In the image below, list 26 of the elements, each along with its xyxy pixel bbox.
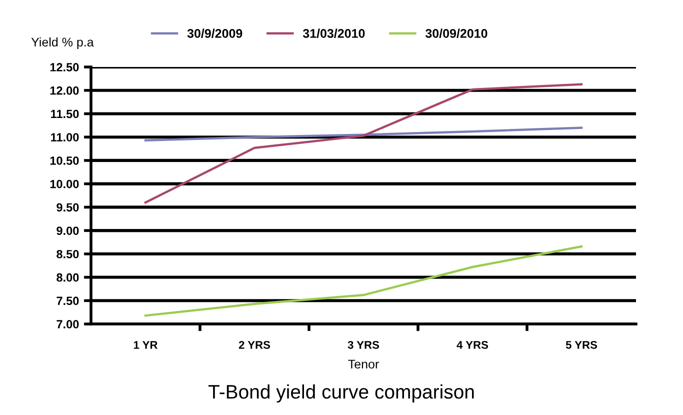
text: T-Bond yield curve comparison <box>208 384 474 403</box>
x-axis-title: Tenor <box>348 360 379 369</box>
y-tick-label: 8.00 <box>56 273 79 282</box>
line-series <box>144 83 583 204</box>
x-tick-label: 2 YRS <box>238 340 270 349</box>
y-tick-label: 7.50 <box>56 296 79 306</box>
y-tick-label: 12.00 <box>50 86 79 95</box>
x-tick-label: 3 YRS <box>348 340 380 349</box>
y-axis-title: Yield % p.a <box>31 37 94 50</box>
legend-label: 30/09/2010 <box>425 28 488 38</box>
y-tick-label: 12.50 <box>50 63 79 72</box>
y-tick-label: 9.00 <box>56 226 79 235</box>
y-tick-label: 11.00 <box>51 133 79 142</box>
line-series <box>144 126 583 142</box>
x-tick-label: 5 YRS <box>566 340 598 349</box>
x-tick-label: 4 YRS <box>456 340 488 349</box>
y-tick-label: 10.50 <box>50 156 79 165</box>
line-series <box>144 245 583 317</box>
y-tick-label: 9.50 <box>56 203 79 212</box>
legend-label: 31/03/2010 <box>302 28 365 38</box>
y-tick-label: 10.00 <box>50 180 79 188</box>
legend-label: 30/9/2009 <box>187 28 242 38</box>
y-tick-label: 8.50 <box>56 250 79 258</box>
y-tick-label: 11.50 <box>51 110 79 118</box>
y-tick-label: 7.00 <box>56 320 79 328</box>
x-tick-label: 1 YR <box>134 341 158 349</box>
